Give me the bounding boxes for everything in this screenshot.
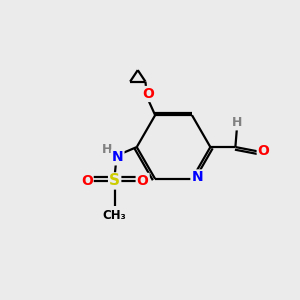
Text: N: N [112, 150, 123, 164]
Text: H: H [101, 143, 112, 156]
Text: O: O [81, 174, 93, 188]
Text: H: H [232, 116, 242, 129]
Text: O: O [137, 174, 148, 188]
Text: O: O [258, 145, 270, 158]
Text: CH₃: CH₃ [103, 209, 127, 222]
Text: O: O [142, 87, 154, 101]
Text: S: S [109, 173, 120, 188]
Text: N: N [191, 170, 203, 184]
